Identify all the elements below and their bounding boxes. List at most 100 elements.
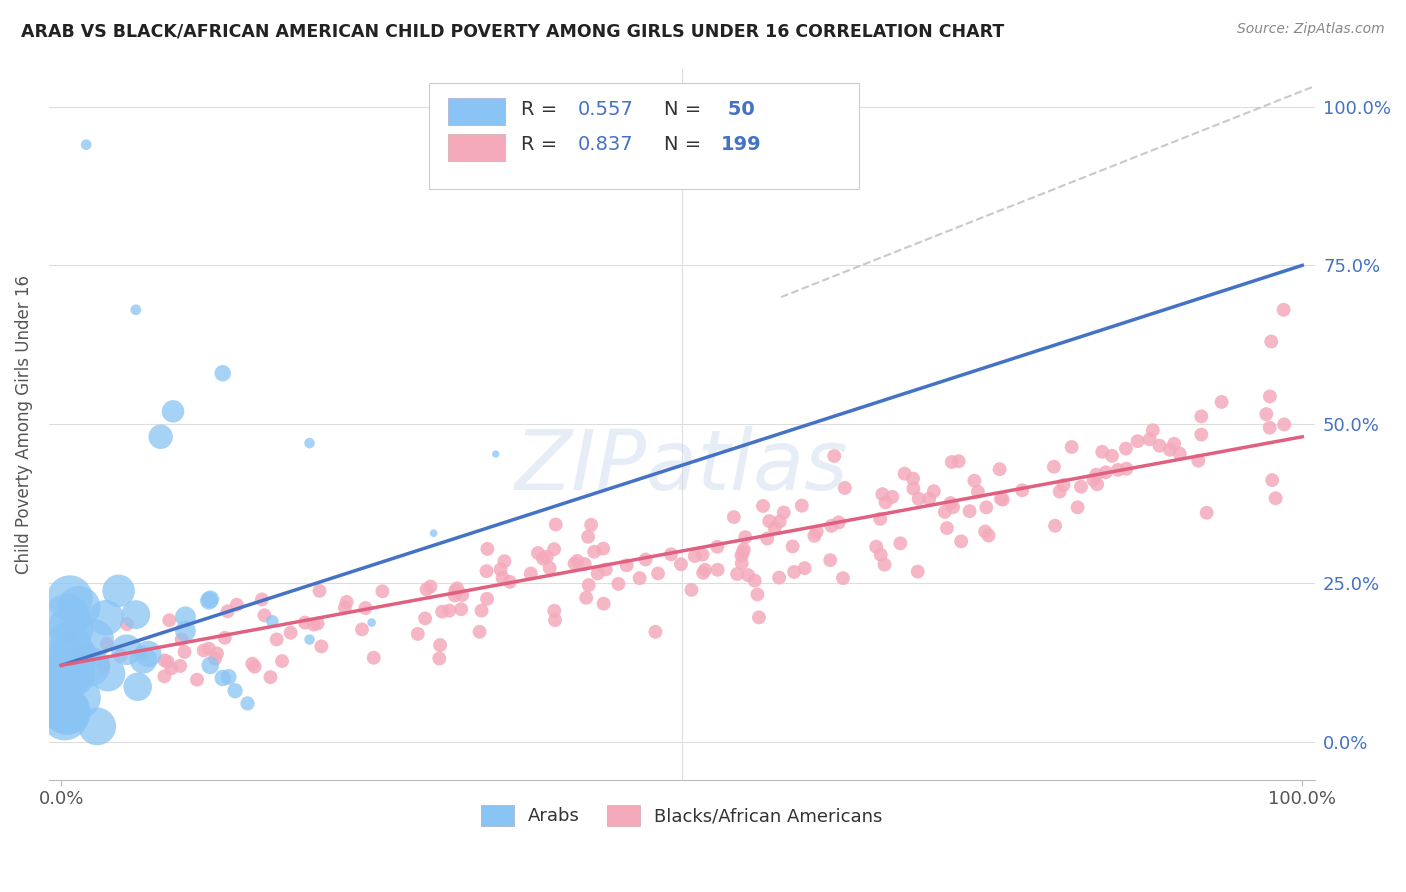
- Point: [53, 652, 76, 666]
- Point: [136, 647, 159, 661]
- Point: [96, 637, 118, 651]
- Point: [756, 532, 779, 546]
- Point: [1101, 449, 1123, 463]
- Text: 0.557: 0.557: [578, 100, 634, 119]
- Point: [485, 447, 508, 461]
- Point: [1260, 334, 1282, 349]
- Point: [578, 578, 600, 592]
- Point: [422, 526, 444, 541]
- Point: [94, 610, 117, 624]
- Point: [1139, 433, 1161, 447]
- Point: [59, 621, 82, 635]
- Point: [491, 571, 513, 585]
- Point: [494, 554, 516, 568]
- Point: [280, 625, 302, 640]
- Point: [200, 658, 222, 673]
- Point: [115, 642, 138, 657]
- Point: [948, 454, 970, 468]
- Point: [1256, 407, 1278, 421]
- Point: [200, 592, 222, 607]
- Point: [763, 521, 786, 535]
- Point: [240, 657, 263, 671]
- Point: [193, 643, 215, 657]
- Point: [499, 574, 522, 589]
- Point: [869, 512, 891, 526]
- Text: Source: ZipAtlas.com: Source: ZipAtlas.com: [1237, 22, 1385, 37]
- Point: [62, 656, 84, 670]
- Point: [76, 642, 98, 657]
- Point: [768, 571, 790, 585]
- Point: [468, 624, 491, 639]
- Point: [882, 490, 904, 504]
- Point: [115, 617, 138, 632]
- Point: [271, 654, 294, 668]
- Point: [1085, 467, 1108, 482]
- Point: [1264, 491, 1286, 506]
- Text: R =: R =: [522, 100, 564, 119]
- Text: 50: 50: [721, 100, 755, 119]
- Point: [53, 703, 76, 717]
- Point: [56, 705, 79, 719]
- Point: [153, 653, 176, 667]
- Point: [125, 607, 148, 622]
- Point: [415, 582, 437, 597]
- Point: [149, 430, 172, 444]
- Point: [160, 661, 183, 675]
- Point: [731, 557, 754, 571]
- Point: [83, 632, 105, 646]
- Point: [1060, 440, 1083, 454]
- Y-axis label: Child Poverty Among Girls Under 16: Child Poverty Among Girls Under 16: [15, 275, 32, 574]
- Point: [198, 593, 221, 607]
- Point: [79, 659, 101, 673]
- Point: [990, 491, 1012, 506]
- Point: [873, 558, 896, 572]
- Point: [706, 540, 728, 554]
- Point: [769, 515, 792, 529]
- Point: [669, 558, 692, 572]
- Point: [439, 604, 461, 618]
- Point: [803, 529, 825, 543]
- Point: [772, 506, 794, 520]
- Point: [1258, 389, 1281, 403]
- Point: [583, 545, 606, 559]
- Point: [446, 582, 468, 596]
- Point: [1052, 478, 1074, 492]
- Point: [162, 404, 184, 418]
- Point: [1142, 423, 1164, 437]
- Point: [132, 653, 155, 667]
- Point: [266, 632, 288, 647]
- Point: [922, 484, 945, 499]
- Point: [820, 519, 842, 533]
- Point: [634, 552, 657, 566]
- Point: [889, 536, 911, 550]
- Point: [97, 667, 120, 681]
- Point: [198, 641, 221, 656]
- Point: [1115, 461, 1137, 475]
- Point: [681, 582, 703, 597]
- Point: [129, 646, 152, 660]
- Point: [747, 587, 769, 601]
- Point: [592, 597, 614, 611]
- Point: [575, 591, 598, 605]
- Point: [692, 566, 714, 580]
- Point: [224, 683, 246, 698]
- Point: [1126, 434, 1149, 449]
- Point: [475, 564, 498, 578]
- Point: [901, 472, 924, 486]
- Point: [963, 474, 986, 488]
- Point: [1043, 518, 1066, 533]
- Point: [413, 611, 436, 625]
- Point: [692, 548, 714, 562]
- Point: [823, 449, 845, 463]
- Text: R =: R =: [522, 135, 564, 154]
- Point: [153, 669, 176, 683]
- Text: N =: N =: [664, 100, 707, 119]
- Point: [730, 549, 752, 563]
- Point: [67, 690, 90, 705]
- Point: [793, 561, 815, 575]
- Point: [1189, 409, 1212, 424]
- Point: [737, 568, 759, 582]
- Point: [544, 613, 567, 627]
- Point: [253, 608, 276, 623]
- Point: [217, 604, 239, 618]
